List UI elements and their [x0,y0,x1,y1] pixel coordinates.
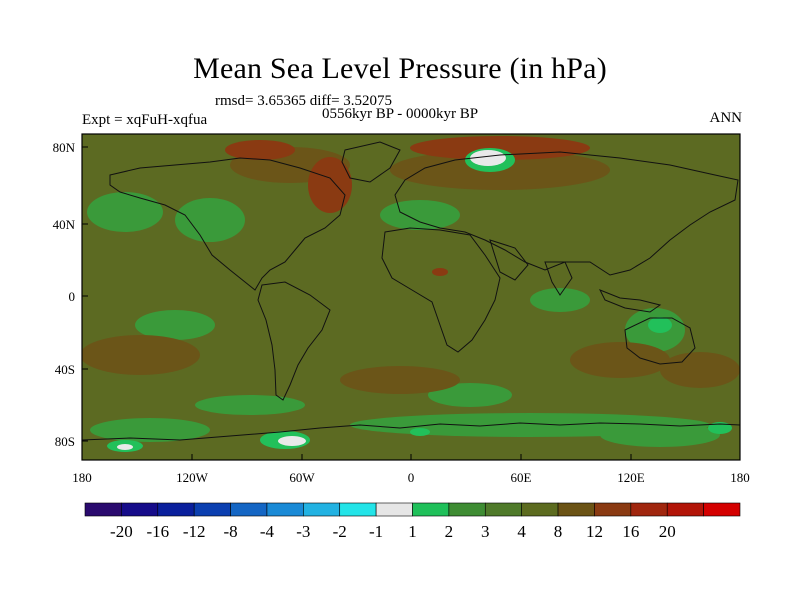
colorbar-swatch [157,502,195,517]
pressure-field [82,134,740,460]
lon-tick-label: 180 [72,470,92,485]
colorbar-swatch [230,502,268,517]
south-america-coastline [257,281,331,401]
lon-tick-label: 180 [730,470,750,485]
lon-tick-label: 60W [289,470,315,485]
lat-tick-label: 0 [69,289,76,304]
colorbar-label: -16 [146,522,169,541]
lat-tick-label: 40N [53,217,76,232]
colorbar-swatch [703,502,741,517]
colorbar-label: -4 [260,522,275,541]
colorbar-swatch [521,502,559,517]
season-label: ANN [709,110,743,126]
colorbar-label: -12 [183,522,206,541]
colorbar-label: 20 [659,522,676,541]
lon-tick-label: 60E [511,470,532,485]
colorbar-label: 4 [517,522,526,541]
colorbar-label: 2 [445,522,454,541]
arabia-coastline [489,239,529,281]
indonesia-coastline [598,289,662,313]
experiment-label: Expt = xqFuH-xqfua [82,112,208,128]
colorbar-swatch [193,502,231,517]
australia-coastline [624,317,696,365]
colorbar-swatch [557,502,595,517]
near-zero-regions [117,150,506,450]
colorbar-swatch [339,502,377,517]
longitude-axis: 180 120W 60W 0 60E 120E 180 [72,454,750,485]
colorbar-swatch [375,502,413,517]
lat-tick-label: 80N [53,140,76,155]
north-america-coastline [109,157,346,291]
colorbar-swatch [448,502,486,517]
colorbar: -20 -16 -12 -8 -4 -3 -2 -1 1 2 3 4 8 12 16 20 [84,502,741,541]
lat-tick-label: 80S [55,434,75,449]
colorbar-label: 16 [622,522,639,541]
rmsd-diff-stats: rmsd= 3.65365 diff= 3.52075 [215,93,393,109]
colorbar-label: 12 [586,522,603,541]
colorbar-label: 1 [408,522,417,541]
colorbar-label: 3 [481,522,490,541]
base-anomaly-field [82,134,740,460]
colorbar-swatch [666,502,704,517]
lon-tick-label: 120W [176,470,209,485]
map-title: Mean Sea Level Pressure (in hPa) [193,52,607,85]
coastlines [82,141,740,441]
colorbar-swatch [266,502,304,517]
red-brown-regions [225,136,590,276]
eurasia-coastline [394,151,739,276]
colorbar-swatch [412,502,450,517]
colorbar-swatch [303,502,341,517]
latitude-axis: 80N 40N 0 40S 80S [53,140,88,449]
greenland-coastline [341,141,401,183]
lat-tick-label: 40S [55,362,75,377]
colorbar-label: -1 [369,522,383,541]
india-coastline [544,261,573,296]
colorbar-swatch [484,502,522,517]
colorbar-swatch [594,502,632,517]
colorbar-swatch [630,502,668,517]
colorbar-label: -2 [333,522,347,541]
light-green-regions [87,192,720,447]
antarctica-coastline [82,422,740,441]
colorbar-label: -3 [296,522,310,541]
lon-tick-label: 0 [408,470,415,485]
colorbar-label: -8 [223,522,237,541]
africa-coastline [381,227,501,353]
lon-tick-label: 120E [617,470,645,485]
colorbar-swatch [84,502,122,517]
colorbar-swatch [121,502,159,517]
colorbar-label: -20 [110,522,133,541]
colorbar-label: 8 [554,522,563,541]
time-period: 0556kyr BP - 0000kyr BP [322,106,479,122]
